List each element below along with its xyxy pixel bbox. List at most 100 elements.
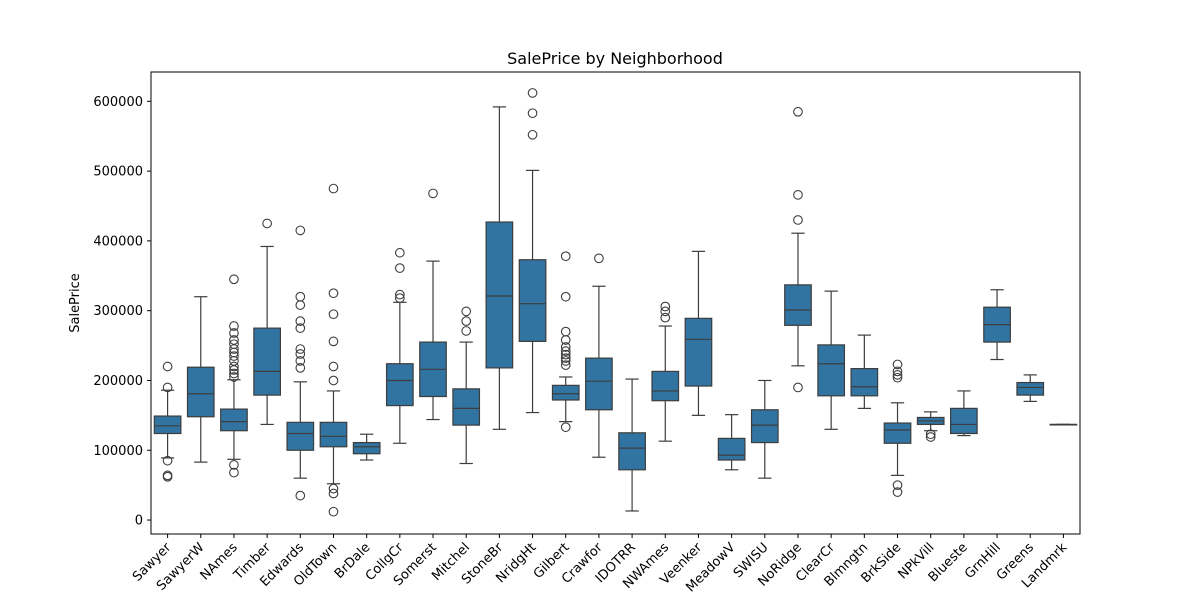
- outlier-point: [527, 88, 538, 98]
- box-rect: [220, 408, 248, 432]
- box-group-CollgCr: [385, 247, 414, 444]
- box-rect: [352, 441, 381, 455]
- box-group-BrkSide: [883, 359, 912, 497]
- y-tick-label: 0: [135, 514, 143, 529]
- y-tick-label: 500000: [93, 165, 143, 180]
- outlier-point: [660, 306, 671, 317]
- outlier-point: [461, 326, 472, 336]
- box-rect: [618, 432, 646, 471]
- outlier-point: [295, 291, 306, 302]
- box-rect: [750, 409, 779, 444]
- outlier-point: [328, 183, 339, 194]
- outlier-point: [229, 328, 239, 338]
- box-rect: [518, 259, 547, 342]
- outlier-point: [229, 368, 239, 379]
- y-tick-label: 100000: [93, 444, 143, 459]
- box-group-Landmrk: [1049, 423, 1078, 426]
- outlier-point: [295, 323, 306, 333]
- outlier-point: [162, 382, 173, 393]
- box-group-NPkVill: [916, 411, 945, 442]
- box-group-OldTown: [319, 183, 348, 517]
- outlier-point: [162, 361, 173, 372]
- outlier-point: [328, 488, 339, 499]
- x-axis: SawyerSawyerWNAmesTimberEdwardsOldTownBr…: [130, 534, 1071, 595]
- outlier-point: [660, 312, 671, 323]
- y-tick-label: 200000: [93, 374, 143, 389]
- outlier-point: [527, 129, 538, 140]
- outlier-point: [394, 289, 405, 300]
- box-group-Sawyer: [153, 361, 182, 482]
- box-group-Blmngtn: [850, 334, 879, 409]
- box-group-Greens: [1016, 374, 1045, 403]
- box-group-BrDale: [352, 433, 381, 461]
- y-axis-label: SalePrice: [68, 273, 83, 333]
- outlier-point: [328, 375, 339, 386]
- box-rect: [452, 388, 481, 426]
- outlier-point: [793, 189, 803, 200]
- outlier-point: [793, 215, 803, 225]
- outlier-point: [560, 291, 571, 302]
- outlier-point: [793, 106, 803, 117]
- box-group-StoneBr: [485, 106, 514, 430]
- outlier-point: [295, 300, 306, 310]
- outlier-point: [594, 253, 604, 264]
- outlier-point: [229, 321, 239, 331]
- outlier-point: [560, 422, 571, 433]
- outlier-point: [328, 288, 339, 299]
- box-rect: [385, 363, 414, 407]
- outlier-point: [461, 316, 472, 326]
- outlier-point: [295, 344, 306, 354]
- outlier-point: [328, 309, 339, 320]
- box-group-Blueste: [950, 390, 978, 437]
- y-tick-label: 400000: [93, 234, 143, 249]
- outlier-point: [560, 251, 571, 262]
- outlier-point: [295, 316, 306, 326]
- box-rect: [485, 221, 514, 369]
- outlier-point: [394, 247, 405, 258]
- outlier-point: [892, 480, 903, 490]
- outlier-point: [295, 349, 306, 359]
- outlier-point: [925, 429, 936, 440]
- outlier-point: [328, 361, 339, 372]
- box-rect: [551, 384, 580, 401]
- outlier-point: [162, 470, 173, 481]
- outlier-point: [295, 225, 306, 236]
- box-rect: [950, 407, 978, 435]
- box-rect: [883, 422, 912, 444]
- box-rect: [784, 284, 812, 326]
- outlier-point: [229, 372, 239, 382]
- outlier-point: [560, 346, 571, 357]
- outlier-point: [560, 356, 571, 366]
- plot-frame: [150, 71, 1081, 535]
- box-rect: [585, 357, 613, 411]
- outlier-point: [229, 460, 239, 470]
- outlier-point: [328, 483, 339, 494]
- plot-area: [153, 88, 1078, 517]
- box-rect: [817, 344, 846, 397]
- box-rect: [717, 437, 746, 461]
- outlier-point: [660, 301, 671, 312]
- outlier-point: [560, 342, 571, 352]
- box-group-NridgHt: [518, 88, 547, 414]
- outlier-point: [229, 361, 239, 372]
- outlier-point: [428, 188, 438, 199]
- box-group-ClearCr: [817, 290, 846, 430]
- y-tick-label: 600000: [93, 95, 143, 110]
- box-rect: [684, 317, 713, 387]
- outlier-point: [229, 467, 239, 478]
- outlier-point: [229, 351, 239, 361]
- box-group-SWISU: [750, 379, 779, 479]
- outlier-point: [793, 382, 803, 393]
- outlier-point: [394, 263, 405, 273]
- box-rect: [1016, 381, 1045, 396]
- outlier-point: [229, 335, 239, 345]
- outlier-point: [162, 455, 173, 466]
- outlier-point: [527, 108, 538, 119]
- outlier-point: [229, 339, 239, 350]
- box-rect: [253, 327, 281, 396]
- box-rect: [651, 370, 680, 402]
- outlier-point: [461, 306, 472, 317]
- outlier-point: [560, 353, 571, 363]
- outlier-point: [892, 487, 903, 497]
